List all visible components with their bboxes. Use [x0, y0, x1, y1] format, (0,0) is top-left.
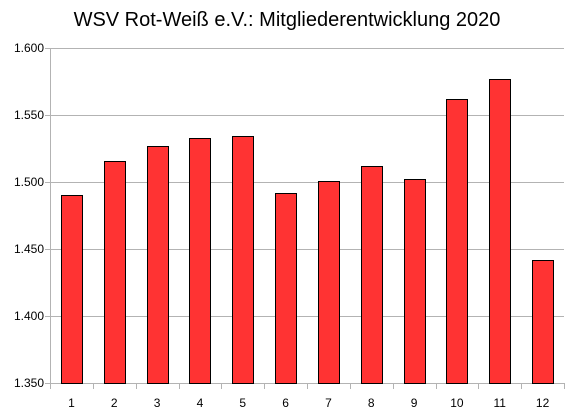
x-tick-label: 10 — [450, 396, 464, 410]
x-tick-label: 4 — [197, 396, 204, 410]
x-tick-label: 5 — [239, 396, 246, 410]
bar-6 — [275, 193, 297, 384]
bar-1 — [61, 195, 83, 384]
x-tick-label: 7 — [325, 396, 332, 410]
chart-title: WSV Rot-Weiß e.V.: Mitgliederentwicklung… — [74, 9, 501, 31]
x-tick-label: 11 — [494, 396, 507, 410]
plot-area — [50, 48, 564, 383]
y-tick-label: 1.600 — [14, 41, 44, 55]
y-axis: 1.350 1.400 1.450 1.500 1.550 1.600 — [14, 41, 51, 390]
x-tick-label: 9 — [411, 396, 418, 410]
bar-3 — [147, 146, 169, 384]
x-tick-label: 6 — [282, 396, 289, 410]
bar-10 — [446, 99, 468, 384]
y-tick-label: 1.400 — [14, 309, 44, 323]
bar-7 — [318, 181, 340, 384]
y-tick-label: 1.500 — [14, 175, 44, 189]
x-tick-label: 1 — [68, 396, 75, 410]
x-tick-label: 8 — [368, 396, 375, 410]
bar-8 — [361, 166, 383, 384]
y-tick-label: 1.350 — [14, 376, 44, 390]
bar-4 — [189, 138, 211, 384]
bar-9 — [404, 179, 426, 384]
bars — [61, 79, 554, 384]
gridlines — [50, 48, 564, 384]
bar-5 — [232, 136, 254, 384]
y-tick-label: 1.450 — [14, 242, 44, 256]
x-axis: 1 2 3 4 5 6 7 8 9 10 11 12 — [50, 383, 565, 410]
bar-2 — [104, 161, 126, 384]
bar-11 — [489, 79, 511, 384]
x-tick-label: 2 — [111, 396, 118, 410]
y-tick-label: 1.550 — [14, 108, 44, 122]
x-tick-label: 3 — [154, 396, 161, 410]
bar-12 — [532, 260, 554, 384]
x-tick-label: 12 — [536, 396, 550, 410]
